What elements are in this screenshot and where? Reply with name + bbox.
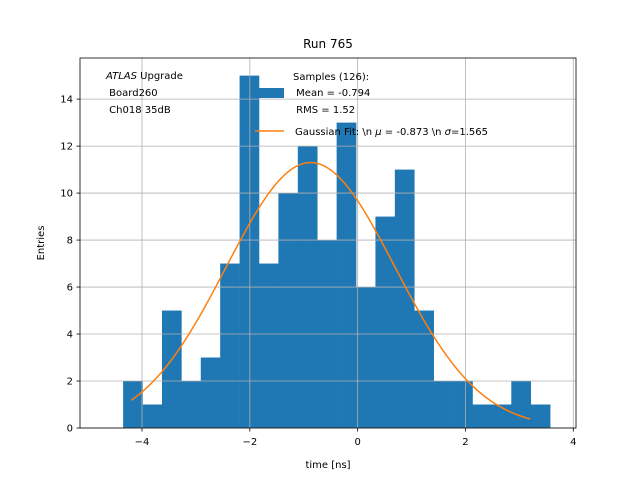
- y-tick-label: 10: [60, 189, 73, 200]
- gaussian-fit-curve: [130, 161, 531, 420]
- y-tick-label: 6: [67, 283, 73, 294]
- histogram-bar: [142, 404, 163, 428]
- histogram-bar: [123, 381, 143, 428]
- legend-hist-rms: RMS = 1.52: [293, 105, 355, 116]
- y-tick-label: 2: [67, 377, 73, 388]
- x-tick-label: 0: [354, 437, 360, 448]
- histogram-bar: [181, 381, 202, 428]
- annotation-experiment: ATLAS Upgrade: [105, 71, 183, 82]
- histogram-bar: [530, 404, 551, 428]
- x-axis-label: time [ns]: [305, 460, 350, 471]
- x-tick-label: 4: [570, 437, 576, 448]
- histogram-bar: [356, 287, 376, 428]
- histogram-bar: [394, 169, 415, 428]
- y-tick-label: 12: [60, 142, 73, 153]
- histogram-bar: [414, 310, 434, 428]
- histogram-bar: [220, 263, 240, 428]
- annotation-experiment-suffix: Upgrade: [137, 71, 183, 82]
- legend-hist-title: Samples (126):: [293, 72, 369, 83]
- y-tick-label: 14: [60, 95, 73, 106]
- annotation-board: Board260: [106, 88, 158, 99]
- legend-fit-mu-symbol: μ: [374, 127, 381, 138]
- legend-fit-sigma-symbol: σ: [445, 127, 452, 138]
- annotation-experiment-name: ATLAS: [105, 71, 138, 82]
- legend-fit-prefix: Gaussian Fit: \n: [295, 127, 375, 138]
- legend-hist-mean: Mean = -0.794: [293, 88, 370, 99]
- y-tick-label: 8: [67, 236, 73, 247]
- histogram-bar: [161, 310, 182, 428]
- legend-hist-swatch: [255, 88, 284, 98]
- legend-fit-label: Gaussian Fit: \n μ = -0.873 \n σ=1.565: [295, 127, 488, 138]
- atlas-annotation: ATLAS Upgrade Board260 Ch018 35dB: [105, 71, 183, 116]
- histogram-bar: [433, 381, 454, 428]
- legend: Samples (126): Mean = -0.794 RMS = 1.52 …: [255, 72, 488, 138]
- x-tick-label: −4: [135, 437, 150, 448]
- legend-fit-suffix: =1.565: [451, 127, 488, 138]
- histogram-bar: [375, 216, 396, 428]
- histogram-bar: [200, 357, 221, 428]
- histogram-bar: [472, 404, 493, 428]
- y-axis-label: Entries: [36, 226, 47, 261]
- histogram-bars: [123, 75, 551, 429]
- plot-frame: [79, 57, 577, 429]
- histogram-bar: [453, 381, 473, 428]
- histogram-bar: [278, 193, 299, 428]
- y-tick-label: 0: [67, 424, 73, 435]
- histogram-bar: [258, 263, 279, 428]
- x-tick-label: 2: [462, 437, 468, 448]
- legend-fit-mid: = -0.873 \n: [382, 127, 445, 138]
- x-axis-ticks: −4 −2 0 2 4: [135, 428, 576, 448]
- chart-title: Run 765: [303, 37, 353, 51]
- annotation-channel: Ch018 35dB: [106, 105, 171, 116]
- x-tick-label: −2: [242, 437, 257, 448]
- histogram-bar: [511, 381, 532, 428]
- y-tick-label: 4: [67, 330, 73, 341]
- y-axis-ticks: 0 2 4 6 8 10 12 14: [60, 95, 80, 435]
- histogram-bar: [336, 122, 357, 428]
